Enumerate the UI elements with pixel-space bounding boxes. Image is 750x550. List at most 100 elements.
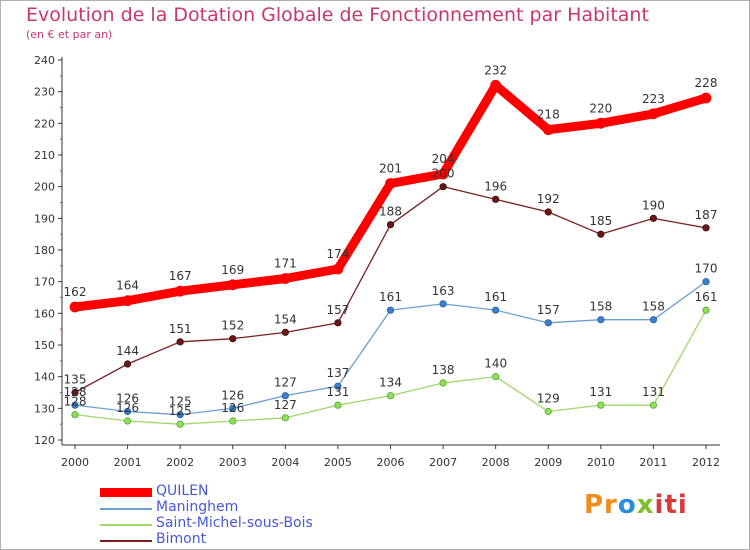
data-label-bimont-2005: 157 bbox=[326, 303, 349, 317]
point-quilen-2002 bbox=[174, 285, 186, 297]
point-saint-michel-sous-bois-2006 bbox=[386, 392, 395, 400]
point-saint-michel-sous-bois-2011 bbox=[649, 401, 658, 409]
point-bimont-2000 bbox=[71, 388, 79, 397]
data-label-bimont-2003: 152 bbox=[221, 319, 244, 333]
point-quilen-2004 bbox=[279, 273, 291, 284]
data-label-quilen-2007: 204 bbox=[432, 152, 455, 166]
point-saint-michel-sous-bois-2012 bbox=[702, 306, 710, 314]
point-bimont-2004 bbox=[281, 328, 289, 336]
point-maninghem-2003 bbox=[229, 404, 237, 412]
point-maninghem-2004 bbox=[281, 392, 289, 400]
legend-label-maninghem: Maninghem bbox=[156, 499, 239, 515]
y-tick-label-160: 160 bbox=[34, 307, 55, 320]
data-label-bimont-2001: 144 bbox=[116, 344, 139, 358]
point-saint-michel-sous-bois-2010 bbox=[597, 401, 605, 409]
x-tick-label-2008: 2008 bbox=[482, 456, 510, 469]
point-quilen-2012 bbox=[700, 92, 712, 104]
data-label-quilen-2006: 201 bbox=[379, 162, 402, 176]
data-label-saint-michel-sous-bois-2011: 131 bbox=[642, 385, 665, 399]
point-quilen-2009 bbox=[542, 124, 554, 136]
point-quilen-2010 bbox=[595, 117, 607, 129]
data-label-maninghem-2010: 158 bbox=[589, 300, 612, 314]
point-bimont-2012 bbox=[702, 224, 710, 232]
point-maninghem-2000 bbox=[71, 401, 79, 409]
point-quilen-2011 bbox=[648, 108, 659, 120]
legend-swatch-saint-michel bbox=[100, 524, 152, 526]
data-label-quilen-2011: 223 bbox=[642, 92, 665, 106]
data-label-maninghem-2009: 157 bbox=[537, 303, 560, 317]
point-bimont-2011 bbox=[649, 214, 658, 222]
data-label-quilen-2003: 169 bbox=[221, 263, 244, 277]
data-label-quilen-2012: 228 bbox=[695, 76, 718, 90]
y-tick-label-190: 190 bbox=[34, 212, 55, 225]
data-label-maninghem-2007: 163 bbox=[432, 284, 455, 298]
point-maninghem-2001 bbox=[123, 407, 132, 416]
data-label-maninghem-2008: 161 bbox=[484, 290, 507, 304]
x-tick-label-2003: 2003 bbox=[219, 456, 247, 469]
chart-title: Evolution de la Dotation Globale de Fonc… bbox=[26, 4, 649, 26]
data-label-bimont-2004: 154 bbox=[274, 312, 297, 326]
legend-label-saint-michel: Saint-Michel-sous-Bois bbox=[156, 515, 313, 531]
data-label-quilen-2004: 171 bbox=[274, 257, 297, 271]
point-maninghem-2008 bbox=[492, 306, 500, 314]
point-bimont-2010 bbox=[597, 230, 605, 238]
data-label-quilen-2010: 220 bbox=[589, 101, 612, 115]
data-label-quilen-2008: 232 bbox=[484, 63, 507, 77]
point-quilen-2006 bbox=[385, 178, 396, 189]
data-label-saint-michel-sous-bois-2002: 125 bbox=[169, 404, 192, 418]
data-label-saint-michel-sous-bois-2000: 128 bbox=[64, 395, 87, 409]
data-label-quilen-2002: 167 bbox=[169, 269, 192, 283]
data-label-saint-michel-sous-bois-2004: 127 bbox=[274, 398, 297, 412]
legend-label-bimont: Bimont bbox=[156, 531, 207, 547]
data-label-maninghem-2012: 170 bbox=[695, 262, 718, 276]
data-label-maninghem-2002: 125 bbox=[169, 395, 192, 409]
data-label-bimont-2009: 192 bbox=[537, 192, 560, 206]
point-bimont-2002 bbox=[176, 338, 184, 346]
y-tick-label-230: 230 bbox=[34, 86, 55, 99]
data-label-saint-michel-sous-bois-2009: 129 bbox=[537, 392, 560, 406]
legend-swatch-maninghem bbox=[100, 508, 152, 510]
data-label-maninghem-2000: 128 bbox=[64, 385, 87, 399]
legend-swatch-bimont bbox=[100, 540, 152, 542]
data-label-bimont-2011: 190 bbox=[642, 198, 665, 212]
data-label-bimont-2012: 187 bbox=[695, 208, 718, 222]
x-tick-label-2000: 2000 bbox=[61, 456, 89, 469]
y-tick-label-220: 220 bbox=[34, 117, 55, 130]
data-label-maninghem-2001: 126 bbox=[116, 392, 139, 406]
point-maninghem-2006 bbox=[386, 306, 395, 314]
data-label-quilen-2000: 162 bbox=[64, 285, 87, 299]
point-saint-michel-sous-bois-2008 bbox=[492, 373, 500, 381]
point-saint-michel-sous-bois-2001 bbox=[123, 417, 132, 425]
point-maninghem-2012 bbox=[702, 278, 710, 286]
data-label-saint-michel-sous-bois-2008: 140 bbox=[484, 357, 507, 371]
data-label-maninghem-2006: 161 bbox=[379, 290, 402, 304]
data-label-bimont-2006: 188 bbox=[379, 205, 402, 219]
data-label-saint-michel-sous-bois-2012: 161 bbox=[695, 290, 718, 304]
y-tick-label-180: 180 bbox=[34, 244, 55, 257]
x-tick-label-2005: 2005 bbox=[324, 456, 352, 469]
y-tick-label-240: 240 bbox=[34, 54, 55, 67]
point-saint-michel-sous-bois-2002 bbox=[176, 420, 184, 428]
point-saint-michel-sous-bois-2004 bbox=[281, 414, 289, 422]
data-label-bimont-2000: 135 bbox=[64, 373, 87, 387]
point-maninghem-2007 bbox=[439, 300, 447, 308]
point-quilen-2001 bbox=[122, 295, 133, 307]
data-label-maninghem-2011: 158 bbox=[642, 300, 665, 314]
point-bimont-2006 bbox=[386, 221, 395, 229]
data-label-maninghem-2004: 127 bbox=[274, 376, 297, 390]
data-label-saint-michel-sous-bois-2006: 134 bbox=[379, 376, 402, 390]
legend-swatch-quilen bbox=[100, 488, 152, 497]
point-maninghem-2009 bbox=[544, 319, 552, 327]
data-label-saint-michel-sous-bois-2007: 138 bbox=[432, 363, 455, 377]
x-tick-label-2012: 2012 bbox=[692, 456, 720, 469]
data-label-saint-michel-sous-bois-2001: 126 bbox=[116, 401, 139, 415]
point-bimont-2007 bbox=[439, 183, 447, 191]
x-tick-label-2002: 2002 bbox=[166, 456, 194, 469]
point-bimont-2008 bbox=[492, 195, 500, 203]
point-bimont-2003 bbox=[229, 335, 237, 343]
point-maninghem-2011 bbox=[649, 316, 658, 324]
x-tick-label-2007: 2007 bbox=[429, 456, 457, 469]
y-tick-label-170: 170 bbox=[34, 276, 55, 289]
